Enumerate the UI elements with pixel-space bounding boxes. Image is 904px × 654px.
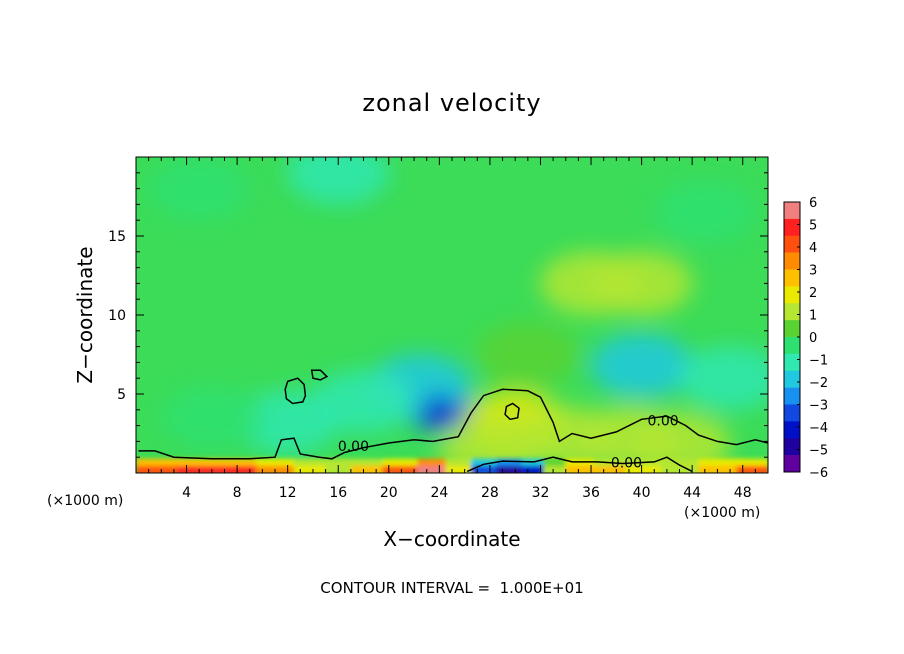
contour-line (138, 388, 768, 460)
x-tick-label: 24 (430, 485, 448, 501)
colorbar-tick-label: −6 (809, 466, 828, 481)
colorbar-swatch (784, 455, 800, 473)
colorbar-tick-label: −5 (809, 444, 828, 459)
colorbar-tick-label: −3 (809, 399, 828, 414)
x-tick-label: 4 (182, 485, 191, 501)
x-tick-label: 48 (734, 485, 752, 501)
colorbar-tick-label: −4 (809, 421, 828, 436)
x-tick-label: 16 (329, 485, 347, 501)
surface-band-cell (136, 465, 179, 473)
y-tick-label: 15 (108, 229, 126, 245)
colorbar-swatch (784, 269, 800, 287)
colorbar-swatch (784, 235, 800, 253)
surface-band-cell (294, 465, 327, 473)
surface-band-cell (543, 465, 567, 473)
surface-band-cell (350, 465, 384, 473)
x-unit-left: (×1000 m) (47, 493, 123, 509)
surface-band-cell (496, 465, 523, 473)
y-axis: 5 10 15 (108, 156, 768, 474)
colorbar-swatch (784, 387, 800, 405)
colorbar-tick-label: −1 (809, 354, 828, 369)
colorbar-tick-label: 1 (809, 309, 817, 324)
surface-band-cell (521, 465, 545, 473)
colorbar-swatch (784, 353, 800, 372)
x-tick-label: 28 (481, 485, 499, 501)
field-blob (148, 157, 251, 221)
field-blob (628, 412, 731, 473)
plot-area: 0.00 0.00 0.00 (135, 156, 769, 474)
colorbar-swatch (784, 370, 800, 388)
x-tick-label: 36 (582, 485, 600, 501)
x-axis: 4 8 12 16 20 24 28 32 36 40 44 48 (135, 157, 769, 501)
colorbar-swatch (784, 202, 800, 220)
field-blob (423, 398, 456, 421)
chart-title: zonal velocity (362, 89, 541, 117)
surface-band-cell (565, 465, 596, 473)
x-tick-label: 40 (633, 485, 651, 501)
colorbar: 6 5 4 3 2 1 0 −1 −2 −3 −4 −5 −6 (783, 196, 828, 481)
contour-line (466, 456, 693, 473)
surface-band-cell (736, 465, 768, 473)
field-blob (590, 251, 693, 316)
surface-band-cell (470, 465, 498, 473)
contour-labels: 0.00 0.00 0.00 (338, 414, 679, 472)
x-tick-label: 44 (683, 485, 701, 501)
colorbar-tick-label: −2 (809, 376, 828, 391)
x-unit-right: (×1000 m) (684, 505, 760, 521)
field-blob (678, 346, 768, 411)
x-axis-label: X−coordinate (383, 527, 520, 551)
surface-band-cell (218, 465, 258, 473)
colorbar-tick-label: 0 (809, 331, 817, 346)
y-tick-label: 10 (108, 308, 126, 324)
zero-contours (138, 369, 768, 473)
colorbar-tick-label: 3 (809, 264, 817, 279)
field-blob (287, 157, 390, 205)
surface-band-cell (594, 465, 627, 473)
x-tick-label: 32 (532, 485, 550, 501)
colorbar-tick-label: 2 (809, 286, 817, 301)
field-blob (236, 390, 339, 455)
y-axis-label: Z−coordinate (73, 246, 97, 383)
velocity-field (148, 157, 768, 473)
colorbar-swatch (784, 303, 800, 321)
surface-band-cell (417, 465, 447, 473)
y-tick-label: 5 (117, 387, 126, 403)
colorbar-swatch (784, 252, 800, 270)
colorbar-swatch (784, 438, 800, 456)
surface-band-cell (177, 465, 220, 473)
colorbar-tick-label: 5 (809, 219, 817, 234)
contour-loop (284, 377, 307, 405)
contour-label: 0.00 (648, 414, 679, 430)
colorbar-tick-label: 4 (809, 241, 817, 256)
contour-label: 0.00 (338, 439, 369, 455)
contour-loop (504, 402, 520, 421)
colorbar-swatch (784, 320, 800, 338)
colorbar-tick-label: 6 (809, 196, 817, 211)
colorbar-swatch (784, 404, 800, 422)
field-blob (476, 322, 580, 387)
colorbar-swatch (784, 421, 800, 439)
x-tick-label: 8 (233, 485, 242, 501)
colorbar-swatch (784, 218, 800, 237)
x-tick-label: 12 (279, 485, 297, 501)
surface-band-cell (445, 465, 472, 473)
x-tick-label: 20 (380, 485, 398, 501)
surface-band-cell (625, 465, 662, 473)
contour-interval-note: CONTOUR INTERVAL = 1.000E+01 (320, 579, 583, 597)
colorbar-swatch (784, 337, 800, 355)
contour-label: 0.00 (611, 455, 642, 471)
field-blob (590, 333, 693, 398)
field-blob (160, 385, 264, 450)
field-blob (653, 180, 756, 245)
colorbar-swatch (784, 286, 800, 304)
surface-band-cell (382, 465, 419, 473)
contour-loop (310, 369, 329, 381)
